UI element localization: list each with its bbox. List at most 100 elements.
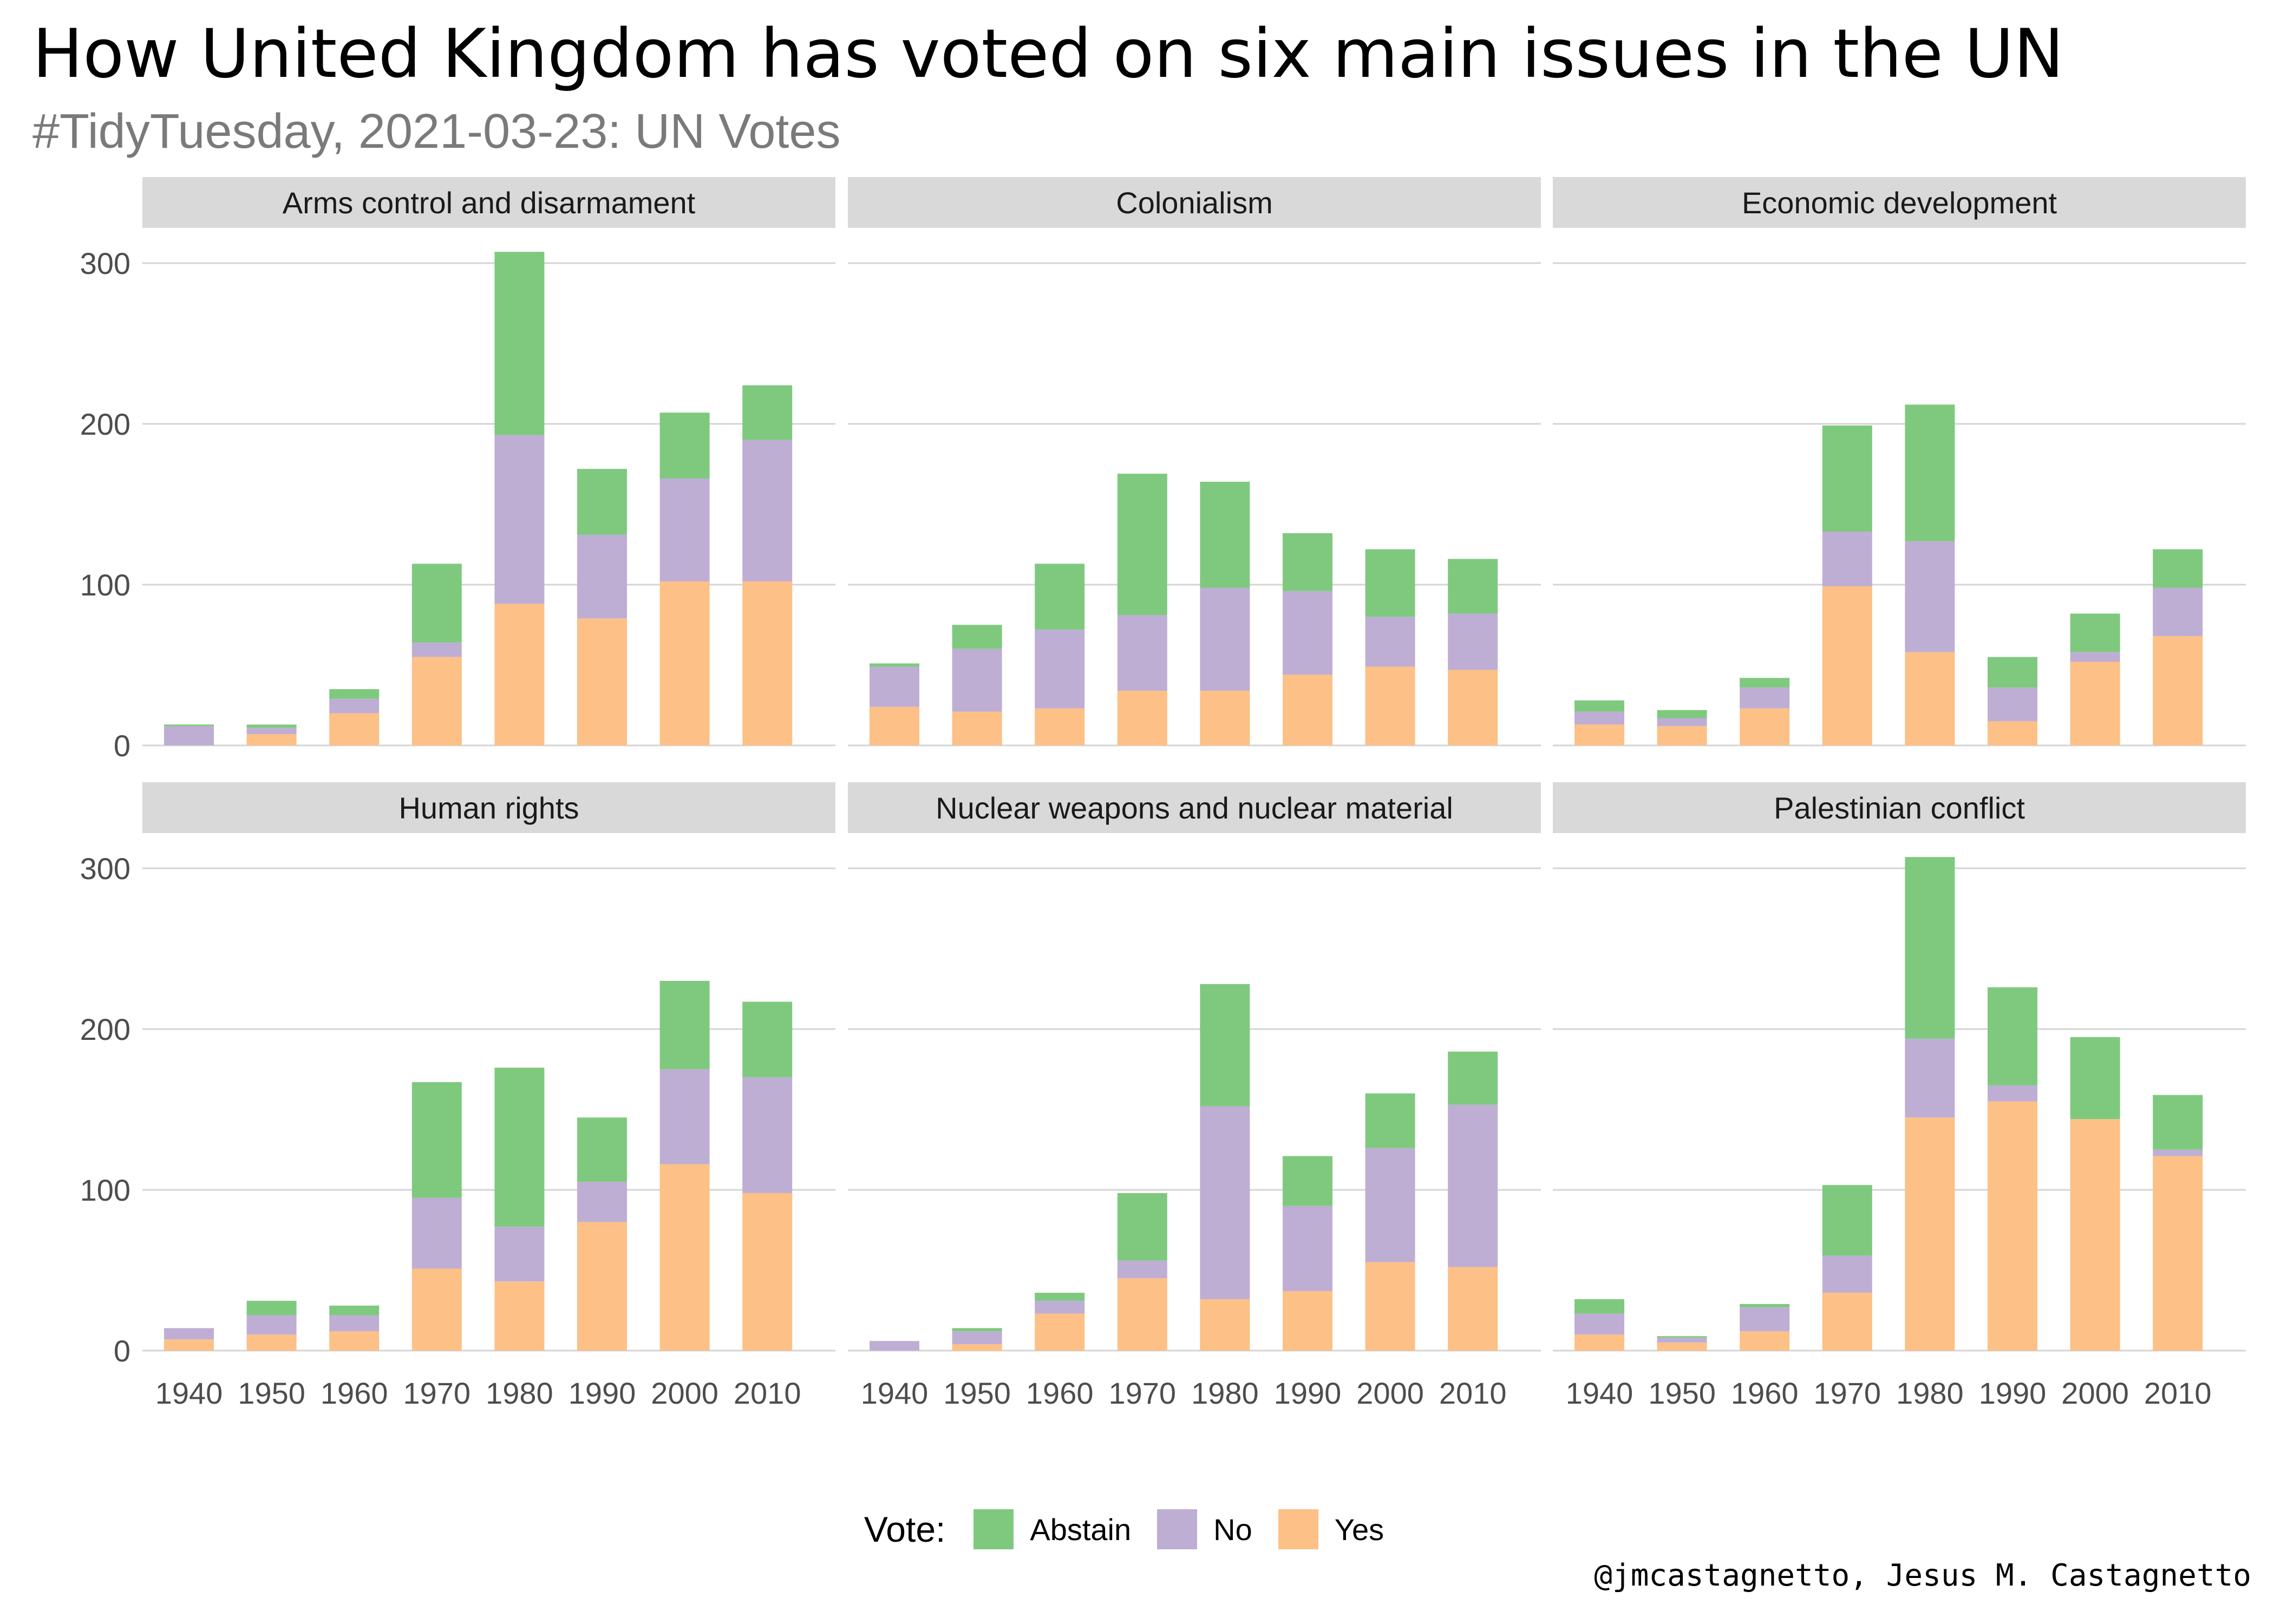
- bar-human-rights-1950-no: [246, 1315, 297, 1335]
- bar-nuclear-weapons-and-nuclear-material-1990-yes: [1283, 1291, 1332, 1351]
- facet-strip-nuclear-weapons-and-nuclear-material: [848, 782, 1541, 833]
- bar-palestinian-conflict-2010-no: [2153, 1149, 2203, 1156]
- bar-human-rights-1970-yes: [411, 1268, 462, 1351]
- x-tick-label-nuclear-weapons-and-nuclear-material-1970: 1970: [1109, 1376, 1177, 1410]
- legend-label-abstain: Abstain: [1030, 1512, 1132, 1547]
- x-tick-label-palestinian-conflict-1940: 1940: [1566, 1376, 1633, 1410]
- bar-economic-development-1990-yes: [1988, 721, 2037, 745]
- facet-title-human-rights: Human rights: [398, 791, 579, 825]
- bar-economic-development-2010-yes: [2153, 636, 2203, 745]
- bar-arms-control-and-disarmament-2010-abstain: [742, 385, 793, 440]
- legend-item-yes: Yes: [1278, 1509, 1384, 1549]
- bar-colonialism-1980-no: [1200, 587, 1250, 691]
- bar-arms-control-and-disarmament-1980-no: [494, 435, 545, 604]
- bar-palestinian-conflict-2010-abstain: [2153, 1095, 2203, 1150]
- bar-colonialism-2000-abstain: [1365, 549, 1415, 617]
- bar-human-rights-1940-yes: [164, 1339, 214, 1351]
- bar-nuclear-weapons-and-nuclear-material-1970-abstain: [1117, 1193, 1167, 1261]
- bar-colonialism-1940-abstain: [870, 663, 919, 667]
- bar-arms-control-and-disarmament-1970-no: [411, 642, 462, 657]
- legend-item-no: No: [1157, 1509, 1252, 1549]
- bar-nuclear-weapons-and-nuclear-material-1960-yes: [1035, 1313, 1085, 1351]
- facet-title-nuclear-weapons-and-nuclear-material: Nuclear weapons and nuclear material: [936, 791, 1453, 825]
- faceted-bar-chart: Arms control and disarmament 0 100 200 300 Co…: [80, 177, 2246, 1410]
- bar-palestinian-conflict-1970-no: [1822, 1255, 1872, 1293]
- bar-palestinian-conflict-1980-abstain: [1905, 857, 1955, 1039]
- bar-economic-development-1980-yes: [1905, 652, 1955, 745]
- bar-arms-control-and-disarmament-2000-abstain: [659, 412, 710, 479]
- bar-nuclear-weapons-and-nuclear-material-2000-yes: [1365, 1262, 1415, 1351]
- bar-colonialism-2010-abstain: [1448, 559, 1498, 614]
- bar-human-rights-1990-yes: [577, 1222, 627, 1351]
- bar-palestinian-conflict-1950-abstain: [1657, 1336, 1707, 1338]
- bar-palestinian-conflict-1960-yes: [1740, 1331, 1790, 1351]
- bar-economic-development-1970-abstain: [1822, 425, 1872, 532]
- bar-arms-control-and-disarmament-1990-yes: [577, 618, 627, 745]
- bar-arms-control-and-disarmament-1960-no: [329, 698, 380, 713]
- bar-economic-development-1940-yes: [1574, 724, 1624, 745]
- bar-arms-control-and-disarmament-2010-yes: [742, 581, 793, 745]
- bar-human-rights-2000-yes: [659, 1164, 710, 1351]
- bar-palestinian-conflict-2000-abstain: [2070, 1037, 2120, 1119]
- facet-strip-colonialism: [848, 177, 1541, 228]
- bar-colonialism-1940-yes: [870, 706, 919, 745]
- bar-palestinian-conflict-1990-yes: [1988, 1101, 2037, 1351]
- x-tick-label-nuclear-weapons-and-nuclear-material-1950: 1950: [943, 1376, 1011, 1410]
- y-tick-label-row2-200: 200: [80, 1012, 130, 1046]
- bar-nuclear-weapons-and-nuclear-material-1990-abstain: [1283, 1156, 1332, 1206]
- bar-nuclear-weapons-and-nuclear-material-1960-abstain: [1035, 1293, 1085, 1301]
- y-tick-label-row1-100: 100: [80, 568, 130, 602]
- bar-human-rights-1960-no: [329, 1315, 380, 1332]
- x-tick-label-nuclear-weapons-and-nuclear-material-2010: 2010: [1439, 1376, 1507, 1410]
- bar-nuclear-weapons-and-nuclear-material-1990-no: [1283, 1206, 1332, 1292]
- x-tick-label-palestinian-conflict-2000: 2000: [2061, 1376, 2129, 1410]
- bar-colonialism-1940-no: [870, 666, 919, 707]
- bar-colonialism-1990-no: [1283, 591, 1332, 675]
- bar-arms-control-and-disarmament-1980-abstain: [494, 252, 545, 435]
- bar-nuclear-weapons-and-nuclear-material-1940-no: [870, 1341, 919, 1351]
- bar-palestinian-conflict-1940-abstain: [1574, 1299, 1624, 1314]
- bar-nuclear-weapons-and-nuclear-material-1980-no: [1200, 1106, 1250, 1299]
- bar-colonialism-1960-no: [1035, 630, 1085, 709]
- bar-human-rights-1940-no: [164, 1328, 214, 1340]
- bar-human-rights-1990-abstain: [577, 1117, 627, 1182]
- bar-economic-development-2010-no: [2153, 587, 2203, 637]
- bar-palestinian-conflict-1950-no: [1657, 1338, 1707, 1343]
- bar-human-rights-1960-abstain: [329, 1305, 380, 1315]
- bar-colonialism-1980-yes: [1200, 691, 1250, 745]
- bar-palestinian-conflict-1960-no: [1740, 1307, 1790, 1332]
- bar-palestinian-conflict-1940-yes: [1574, 1334, 1624, 1351]
- bar-economic-development-2000-yes: [2070, 662, 2120, 745]
- facet-strip-economic-development: [1553, 177, 2246, 228]
- x-tick-label-human-rights-2010: 2010: [734, 1376, 801, 1410]
- x-tick-label-palestinian-conflict-1980: 1980: [1896, 1376, 1964, 1410]
- x-tick-label-human-rights-1990: 1990: [568, 1376, 636, 1410]
- bar-colonialism-1990-abstain: [1283, 533, 1332, 591]
- bar-economic-development-1990-abstain: [1988, 657, 2037, 688]
- bar-human-rights-1960-yes: [329, 1331, 380, 1351]
- bar-arms-control-and-disarmament-1950-yes: [246, 734, 297, 745]
- bar-colonialism-1950-yes: [952, 711, 1002, 745]
- bar-economic-development-2000-abstain: [2070, 613, 2120, 652]
- bar-colonialism-1970-yes: [1117, 691, 1167, 745]
- x-tick-label-nuclear-weapons-and-nuclear-material-2000: 2000: [1356, 1376, 1424, 1410]
- facet-strip-palestinian-conflict: [1553, 782, 2246, 833]
- bar-economic-development-1950-no: [1657, 718, 1707, 726]
- bar-economic-development-2000-no: [2070, 652, 2120, 662]
- y-tick-label-row1-300: 300: [80, 246, 130, 280]
- bar-nuclear-weapons-and-nuclear-material-2000-abstain: [1365, 1093, 1415, 1148]
- bar-colonialism-1950-abstain: [952, 625, 1002, 649]
- x-tick-label-nuclear-weapons-and-nuclear-material-1960: 1960: [1026, 1376, 1094, 1410]
- bar-economic-development-1980-no: [1905, 541, 1955, 652]
- bar-nuclear-weapons-and-nuclear-material-1980-yes: [1200, 1299, 1250, 1351]
- bar-arms-control-and-disarmament-1940-no: [164, 726, 214, 745]
- bar-economic-development-2010-abstain: [2153, 549, 2203, 588]
- y-tick-label-row2-100: 100: [80, 1173, 130, 1207]
- facet-strip-arms-control-and-disarmament: [142, 177, 835, 228]
- bar-palestinian-conflict-1940-no: [1574, 1313, 1624, 1335]
- bar-colonialism-1980-abstain: [1200, 481, 1250, 588]
- bar-arms-control-and-disarmament-1950-no: [246, 728, 297, 735]
- x-tick-label-palestinian-conflict-1970: 1970: [1814, 1376, 1881, 1410]
- bar-human-rights-1970-abstain: [411, 1082, 462, 1198]
- bar-economic-development-1950-yes: [1657, 726, 1707, 745]
